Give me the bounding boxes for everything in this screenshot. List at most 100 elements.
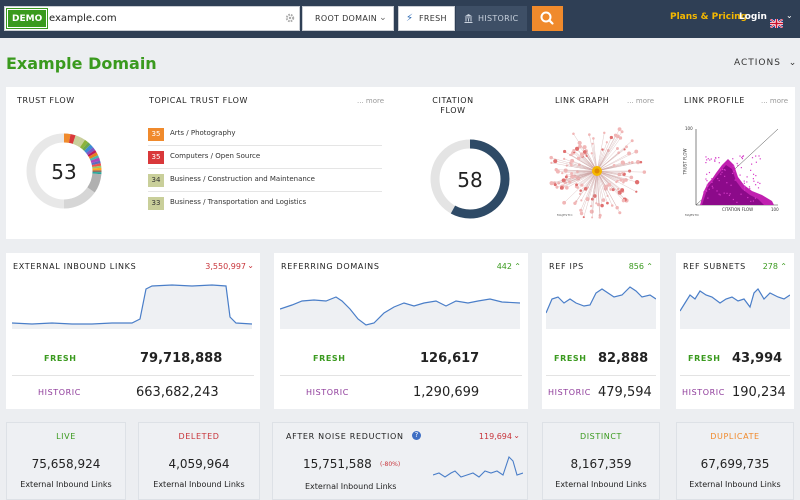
scatter-dot [755,155,757,157]
fresh-label: FRESH [554,354,587,363]
scatter-dot [706,190,708,192]
graph-node [619,178,623,182]
graph-edge [561,170,598,189]
link-profile-more-link[interactable]: ... more [761,97,789,105]
plans-pricing-link[interactable]: Plans & Pricing [670,12,748,22]
scatter-dot [755,174,757,177]
graph-edge [596,129,620,172]
distinct-links-card[interactable]: DISTINCT 8,167,359 External Inbound Link… [542,422,660,500]
scatter-dot [732,158,734,160]
graph-node [580,199,583,202]
card-value: 4,059,964 [168,457,230,471]
scatter-dot [718,156,720,159]
graph-node [570,174,575,179]
duplicate-links-card[interactable]: DUPLICATE 67,699,735 External Inbound Li… [676,422,794,500]
trust-flow-donut[interactable]: 53 [24,131,104,211]
scatter-dot [733,170,735,172]
fresh-index-button[interactable]: ⚡ FRESH [398,6,455,31]
scatter-dot [705,189,707,192]
delta-value: 442 [496,262,512,271]
scatter-dot [706,184,708,186]
live-links-card[interactable]: LIVE 75,658,924 External Inbound Links [6,422,126,500]
topical-more-link[interactable]: ... more [357,97,385,105]
graph-node [577,140,582,146]
lp-y-axis-label: TRUST FLOW [682,148,688,175]
topic-row[interactable]: 34 Business / Construction and Maintenan… [148,170,382,192]
noise-percent: (-80%) [380,461,401,468]
topic-row[interactable]: 35 Arts / Photography [148,124,382,146]
search-input[interactable] [49,10,279,27]
link-graph-more-link[interactable]: ... more [627,97,655,105]
graph-edge [596,146,627,172]
graph-edge [590,170,598,207]
graph-edge [596,170,623,191]
login-link[interactable]: Login [739,12,767,22]
search-button[interactable] [532,6,563,31]
scatter-dot [746,181,748,183]
deleted-links-card[interactable]: DELETED 4,059,964 External Inbound Links [138,422,260,500]
graph-node [591,142,594,145]
noise-reduction-card[interactable]: AFTER NOISE REDUCTION ? 119,694 ⌄ 15,751… [272,422,528,500]
scatter-dot [724,169,726,171]
graph-node [582,145,587,150]
fresh-count: 82,888 [598,351,649,366]
gear-icon[interactable] [285,13,295,23]
scatter-dot [707,158,709,160]
scatter-dot [726,192,728,194]
ring-segment [72,135,82,146]
historic-index-button[interactable]: HISTORIC [456,6,527,31]
scatter-dot [705,178,707,180]
graph-node [634,179,640,185]
graph-node [616,147,619,150]
graph-edge [596,137,621,172]
topic-row[interactable]: 35 Computers / Open Source [148,147,382,169]
card-subtitle: External Inbound Links [689,480,781,489]
graph-edge [596,170,645,173]
card-title: REFERRING DOMAINS [281,262,380,271]
lp-y-top: 100 [685,126,693,131]
citation-flow-donut[interactable]: 58 [428,137,512,221]
ref-ips-card[interactable]: REF IPS 856 ⌃ FRESH 82,888 HISTORIC 479,… [542,253,660,409]
scope-label: ROOT DOMAIN [315,14,378,23]
graph-node [621,171,624,175]
scatter-dot [724,175,726,177]
scatter-dot [743,187,746,189]
fresh-label: FRESH [44,354,77,363]
citation-flow-value: 58 [457,168,482,192]
help-icon[interactable]: ? [412,431,421,440]
link-graph-image[interactable] [548,121,648,221]
external-inbound-links-card[interactable]: EXTERNAL INBOUND LINKS 3,550,997 ⌄ FRESH… [6,253,260,409]
scatter-dot [740,167,742,169]
scatter-dot [739,174,741,176]
scatter-dot [736,201,738,203]
card-value: 75,658,924 [31,457,101,471]
graph-node [592,194,597,198]
scatter-dot [726,182,728,184]
uk-flag-icon[interactable] [769,13,784,29]
scatter-dot [703,191,705,193]
scatter-dot [710,158,712,160]
referring-domains-card[interactable]: REFERRING DOMAINS 442 ⌃ FRESH 126,617 HI… [274,253,528,409]
scope-select[interactable]: ROOT DOMAIN ⌄ [302,6,394,31]
graph-edge [589,134,598,172]
graph-node [561,171,564,175]
ref-subnets-card[interactable]: REF SUBNETS 278 ⌃ FRESH 43,994 HISTORIC … [676,253,794,409]
topic-row[interactable]: 33 Business / Transportation and Logisti… [148,193,382,215]
graph-node [553,183,557,187]
lp-x-right: 100 [771,207,779,212]
graph-node [635,159,641,165]
scatter-dot [732,165,734,167]
scatter-dot [753,180,755,182]
actions-menu-button[interactable]: ACTIONS ⌄ [734,58,797,68]
scatter-dot [739,155,741,157]
graph-edge [580,170,598,211]
graph-node [635,190,638,193]
language-chevron-icon[interactable]: ⌄ [786,11,793,20]
graph-node [630,139,634,143]
graph-node [617,187,620,191]
card-value: 67,699,735 [700,457,770,471]
link-profile-scatter[interactable] [686,125,782,217]
ring-segment [82,142,91,151]
card-title: DELETED [178,432,220,441]
graph-node [589,209,594,214]
